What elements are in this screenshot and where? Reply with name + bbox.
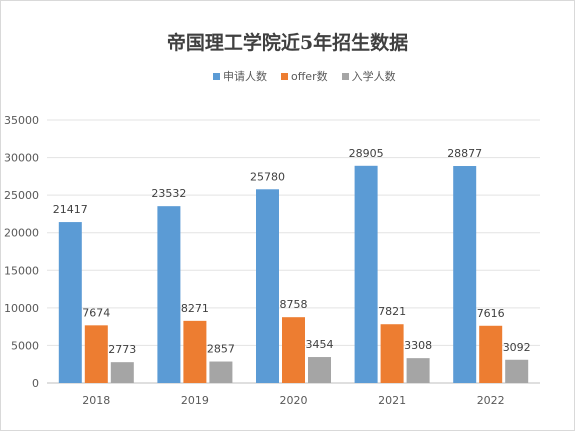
legend-label-offers: offer数 bbox=[291, 70, 328, 83]
legend-swatch-applicants bbox=[213, 72, 220, 80]
data-label: 28905 bbox=[349, 147, 384, 160]
bar bbox=[256, 189, 279, 383]
legend-swatch-enrolled bbox=[341, 72, 349, 80]
legend-label-applicants: 申请人数 bbox=[223, 70, 267, 83]
data-label: 7674 bbox=[82, 306, 110, 319]
data-label: 3092 bbox=[503, 341, 531, 354]
y-tick-label: 20000 bbox=[4, 227, 39, 240]
bar bbox=[84, 325, 108, 383]
y-tick-label: 10000 bbox=[4, 302, 39, 315]
y-tick-label: 15000 bbox=[4, 264, 39, 277]
legend-item-applicants: 申请人数 bbox=[213, 68, 267, 84]
bar bbox=[183, 320, 207, 383]
y-tick-label: 30000 bbox=[4, 152, 39, 165]
x-tick-label: 2018 bbox=[82, 394, 110, 407]
data-label: 8271 bbox=[181, 302, 209, 315]
bar bbox=[209, 361, 233, 383]
legend-item-enrolled: 入学人数 bbox=[341, 68, 396, 84]
bar bbox=[479, 325, 503, 383]
bar bbox=[282, 317, 305, 383]
bar bbox=[380, 324, 404, 383]
bar bbox=[58, 222, 82, 383]
legend-swatch-offers bbox=[281, 72, 288, 80]
data-label: 21417 bbox=[53, 203, 88, 216]
data-label: 7616 bbox=[477, 307, 505, 320]
chart-title: 帝国理工学院近5年招生数据 bbox=[166, 32, 409, 54]
data-label: 25780 bbox=[250, 170, 285, 183]
bar bbox=[406, 358, 430, 383]
x-tick-label: 2020 bbox=[280, 394, 308, 407]
bar bbox=[453, 166, 477, 383]
data-label: 2857 bbox=[207, 343, 235, 356]
y-tick-label: 5000 bbox=[11, 339, 39, 352]
y-tick-label: 35000 bbox=[4, 114, 39, 127]
legend-label-enrolled: 入学人数 bbox=[351, 70, 396, 83]
y-tick-label: 25000 bbox=[4, 189, 39, 202]
data-label: 3308 bbox=[404, 339, 432, 352]
bar bbox=[308, 357, 331, 383]
bar bbox=[110, 362, 134, 383]
data-label: 3454 bbox=[306, 338, 334, 351]
legend: 申请人数 offer数 入学人数 bbox=[213, 68, 396, 84]
legend-item-offers: offer数 bbox=[281, 68, 328, 84]
bar bbox=[354, 165, 378, 383]
data-label: 28877 bbox=[447, 147, 482, 160]
x-tick-label: 2019 bbox=[181, 394, 209, 407]
data-label: 23532 bbox=[151, 187, 186, 200]
bar bbox=[505, 359, 529, 383]
bar bbox=[157, 206, 181, 383]
y-tick-label: 0 bbox=[32, 377, 39, 390]
x-tick-label: 2022 bbox=[477, 394, 505, 407]
data-label: 8758 bbox=[280, 298, 308, 311]
data-label: 2773 bbox=[108, 343, 136, 356]
x-tick-label: 2021 bbox=[378, 394, 406, 407]
data-label: 7821 bbox=[378, 305, 406, 318]
